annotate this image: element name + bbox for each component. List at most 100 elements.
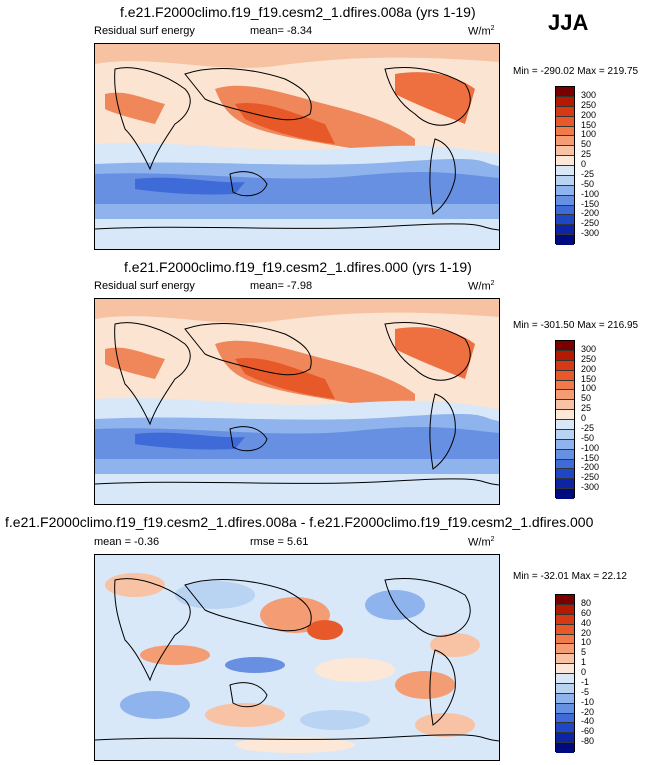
panel2-minmax: Min = -301.50 Max = 216.95: [513, 320, 639, 331]
colorbar-label: -200: [581, 208, 600, 219]
panel1-map: [94, 43, 500, 250]
panel1-colorbar-labels: 300 250 200 150 100 50 25 0 -25 -50 -100 -150 -200 -2…: [581, 86, 621, 244]
colorbar-label: -50: [581, 178, 595, 189]
colorbar-label: -25: [581, 422, 595, 433]
colorbar-label: -25: [581, 168, 595, 179]
panel2-map: [94, 298, 500, 505]
colorbar-label: 60: [581, 607, 592, 618]
colorbar-label: -80: [581, 736, 595, 747]
panel2-colorbar: [555, 340, 575, 499]
colorbar-label: -300: [581, 482, 600, 493]
colorbar-label: -1: [581, 676, 590, 687]
colorbar-swatch: [556, 614, 574, 625]
colorbar-swatch: [556, 713, 574, 724]
colorbar-swatch: [556, 175, 574, 186]
colorbar-label: -250: [581, 472, 600, 483]
colorbar-swatch: [556, 743, 574, 753]
colorbar-swatch: [556, 195, 574, 206]
colorbar-swatch: [556, 420, 574, 430]
panel2-units: W/m2: [468, 280, 495, 293]
colorbar-label: 25: [581, 149, 592, 160]
colorbar-swatch: [556, 360, 574, 371]
colorbar-swatch: [556, 674, 574, 684]
colorbar-label: -200: [581, 462, 600, 473]
colorbar-label: 0: [581, 667, 587, 677]
panel3-title: f.e21.F2000climo.f19_f19.cesm2_1.dfires.…: [5, 514, 594, 530]
colorbar-label: 300: [581, 89, 597, 100]
colorbar-swatch: [556, 235, 574, 245]
colorbar-swatch: [556, 136, 574, 147]
colorbar-swatch: [556, 634, 574, 645]
colorbar-swatch: [556, 439, 574, 450]
colorbar-label: 100: [581, 383, 597, 394]
panel3-mean: mean = -0.36: [94, 536, 160, 548]
colorbar-swatch: [556, 410, 574, 420]
colorbar-swatch: [556, 205, 574, 216]
panel2-title: f.e21.F2000climo.f19_f19.cesm2_1.dfires.…: [124, 259, 472, 275]
colorbar-swatch: [556, 380, 574, 391]
colorbar-label: 250: [581, 353, 597, 364]
colorbar-label: -300: [581, 228, 600, 239]
colorbar-swatch: [556, 116, 574, 127]
colorbar-label: 150: [581, 119, 597, 130]
colorbar-swatch: [556, 703, 574, 714]
colorbar-label: -250: [581, 218, 600, 229]
panel2-left-label: Residual surf energy: [94, 280, 195, 292]
colorbar-label: -150: [581, 198, 600, 209]
colorbar-label: 50: [581, 139, 592, 150]
panel2-colorbar-labels: 300 250 200 150 100 50 25 0 -25 -50 -100 -150 -200 -2…: [581, 340, 621, 498]
colorbar-swatch: [556, 489, 574, 499]
panel3-rmse: rmse = 5.61: [250, 536, 309, 548]
colorbar-swatch: [556, 370, 574, 381]
colorbar-label: -5: [581, 686, 590, 697]
colorbar-swatch: [556, 664, 574, 674]
colorbar-swatch: [556, 166, 574, 176]
panel1-mean: mean= -8.34: [250, 25, 313, 37]
colorbar-label: 250: [581, 99, 597, 110]
season-label: JJA: [548, 10, 589, 35]
panel3-units: W/m2: [468, 536, 495, 549]
colorbar-swatch: [556, 185, 574, 196]
colorbar-label: -20: [581, 706, 595, 717]
colorbar-label: 200: [581, 109, 597, 120]
colorbar-label: 40: [581, 617, 592, 628]
colorbar-label: 80: [581, 597, 592, 608]
colorbar-swatch: [556, 683, 574, 694]
colorbar-swatch: [556, 644, 574, 655]
colorbar-label: 25: [581, 403, 592, 414]
colorbar-label: 10: [581, 637, 592, 648]
panel3-minmax: Min = -32.01 Max = 22.12: [513, 571, 627, 582]
colorbar-label: 200: [581, 363, 597, 374]
colorbar-swatch: [556, 624, 574, 635]
colorbar-swatch: [556, 146, 574, 157]
colorbar-label: 0: [581, 413, 587, 423]
colorbar-label: 1: [581, 657, 587, 668]
colorbar-swatch: [556, 459, 574, 470]
colorbar-label: 100: [581, 129, 597, 140]
panel3-map: [94, 554, 500, 761]
colorbar-swatch: [556, 479, 574, 490]
panel1-left-label: Residual surf energy: [94, 25, 195, 37]
colorbar-swatch: [556, 390, 574, 401]
colorbar-swatch: [556, 225, 574, 236]
panel2-mean: mean= -7.98: [250, 280, 313, 292]
colorbar-swatch: [556, 126, 574, 137]
colorbar-label: 50: [581, 393, 592, 404]
colorbar-swatch: [556, 215, 574, 226]
colorbar-swatch: [556, 733, 574, 744]
colorbar-swatch: [556, 96, 574, 107]
colorbar-label: 20: [581, 627, 592, 638]
colorbar-swatch: [556, 106, 574, 117]
colorbar-label: -60: [581, 726, 595, 737]
colorbar-label: -150: [581, 452, 600, 463]
colorbar-label: -50: [581, 432, 595, 443]
colorbar-swatch: [556, 595, 574, 605]
colorbar-label: 5: [581, 647, 587, 658]
panel1-minmax: Min = -290.02 Max = 219.75: [513, 66, 639, 77]
colorbar-swatch: [556, 654, 574, 665]
colorbar-swatch: [556, 469, 574, 480]
colorbar-label: -10: [581, 696, 595, 707]
panel3-colorbar-labels: 80 60 40 20 10 5 1 0 -1 -5 -10 -20 -40 -60 -80: [581, 594, 621, 752]
colorbar-swatch: [556, 156, 574, 166]
colorbar-swatch: [556, 400, 574, 411]
